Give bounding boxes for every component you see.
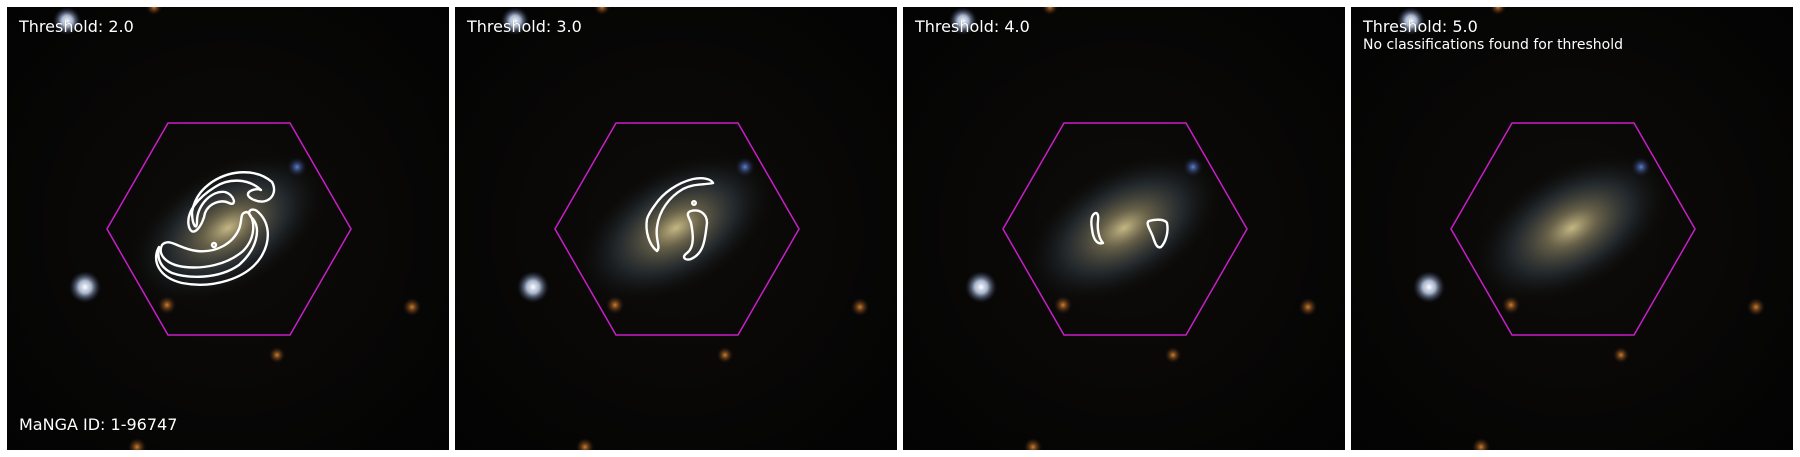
panel-threshold-2: Threshold: 2.0 MaNGA ID: 1-96747 [7, 7, 449, 450]
panel-threshold-4: Threshold: 4.0 [903, 7, 1345, 450]
threshold-label: Threshold: 4.0 [915, 17, 1030, 36]
galaxy [575, 151, 777, 305]
background-source [1024, 438, 1042, 450]
threshold-label: Threshold: 2.0 [19, 17, 134, 36]
foreground-star [1413, 271, 1445, 303]
background-source [146, 7, 162, 15]
ifu-hexagon [106, 122, 352, 336]
foreground-star [965, 271, 997, 303]
galaxy [1471, 151, 1673, 305]
ifu-hexagon [1450, 122, 1696, 336]
panel-threshold-5: Threshold: 5.0 No classifications found … [1351, 7, 1793, 450]
background-source [1631, 157, 1651, 177]
background-source [1299, 298, 1317, 316]
foreground-star [1397, 7, 1425, 35]
background-source [1042, 7, 1058, 15]
background-source [1613, 347, 1629, 363]
foreground-star [501, 7, 529, 35]
background-source [269, 347, 285, 363]
background-source [287, 157, 307, 177]
background-source [851, 298, 869, 316]
galaxy-image [7, 7, 449, 450]
contours [1090, 211, 1169, 249]
galaxy [1023, 151, 1225, 305]
background-source [594, 7, 610, 15]
foreground-star [69, 271, 101, 303]
ifu-hexagon [1002, 122, 1248, 336]
background-source [576, 438, 594, 450]
background-source [717, 347, 733, 363]
background-source [1183, 157, 1203, 177]
background-source [1165, 347, 1181, 363]
contours [154, 171, 276, 286]
foreground-star [949, 7, 977, 35]
contours [645, 177, 715, 261]
panel-threshold-3: Threshold: 3.0 [455, 7, 897, 450]
background-source [1502, 296, 1520, 314]
background-source [1490, 7, 1506, 15]
threshold-label: Threshold: 5.0 [1363, 17, 1478, 36]
manga-id-label: MaNGA ID: 1-96747 [19, 415, 178, 434]
foreground-star [53, 7, 81, 35]
threshold-label: Threshold: 3.0 [467, 17, 582, 36]
background-source [606, 296, 624, 314]
background-source [1472, 438, 1490, 450]
galaxy-image [1351, 7, 1793, 450]
background-source [158, 296, 176, 314]
background-source [1747, 298, 1765, 316]
background-source [128, 438, 146, 450]
background-source [1054, 296, 1072, 314]
galaxy-image [455, 7, 897, 450]
galaxy-image [903, 7, 1345, 450]
background-source [403, 298, 421, 316]
foreground-star [517, 271, 549, 303]
ifu-hexagon [554, 122, 800, 336]
background-source [735, 157, 755, 177]
no-classifications-note: No classifications found for threshold [1363, 37, 1623, 53]
